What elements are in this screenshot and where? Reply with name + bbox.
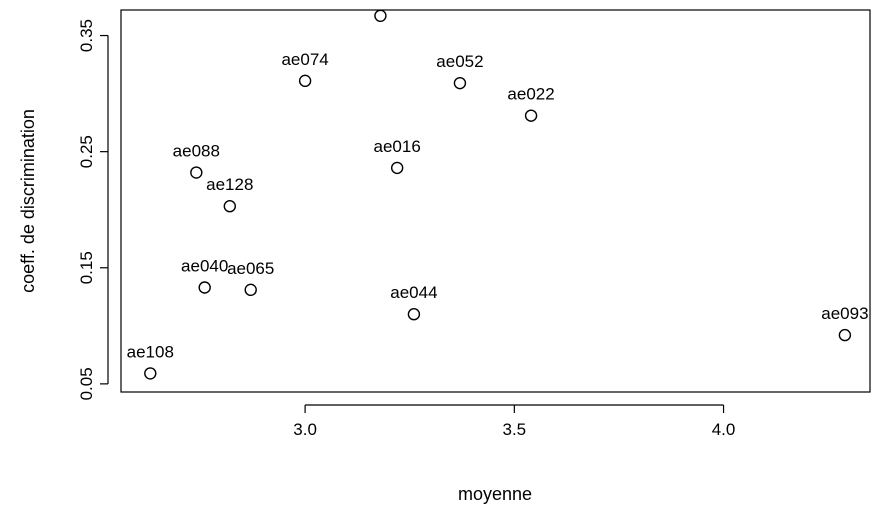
data-point xyxy=(198,281,211,294)
y-tick-label: 0.35 xyxy=(77,19,96,52)
data-point xyxy=(374,9,387,23)
data-point xyxy=(453,76,467,90)
x-axis: 3.0 3.5 4.0 xyxy=(293,404,736,439)
point-label: ae065 xyxy=(227,259,274,278)
y-axis: 0.05 0.15 0.25 0.35 xyxy=(77,19,109,400)
data-point xyxy=(298,74,312,88)
y-axis-title: coeff. de discrimination xyxy=(18,109,38,293)
data-points: ae074 ae052 ae022 ae016 ae088 ae128 ae040ae065… xyxy=(127,9,869,380)
plot-area-border xyxy=(120,9,871,393)
data-point xyxy=(223,200,236,213)
point-label: ae074 xyxy=(281,50,328,69)
point-label: ae093 xyxy=(821,304,868,323)
x-tick-label: 4.0 xyxy=(712,420,736,439)
data-point xyxy=(407,308,421,321)
y-tick-label: 0.15 xyxy=(77,251,96,284)
x-tick-label: 3.5 xyxy=(503,420,527,439)
point-label: ae016 xyxy=(374,137,421,156)
point-label: ae052 xyxy=(436,52,483,71)
point-label: ae088 xyxy=(173,142,220,161)
point-label: ae022 xyxy=(507,85,554,104)
point-label: ae040 xyxy=(181,257,228,276)
y-tick-label: 0.25 xyxy=(77,135,96,168)
x-tick-label: 3.0 xyxy=(293,420,317,439)
data-point xyxy=(244,283,257,297)
data-point xyxy=(838,328,852,342)
point-label: ae108 xyxy=(127,342,174,361)
x-axis-title: moyenne xyxy=(458,484,532,504)
data-point xyxy=(524,109,538,122)
data-point xyxy=(190,166,203,179)
y-tick-label: 0.05 xyxy=(77,367,96,400)
data-point xyxy=(390,161,404,175)
data-point xyxy=(144,367,157,380)
point-label: ae128 xyxy=(206,175,253,194)
point-label: ae044 xyxy=(390,283,437,302)
